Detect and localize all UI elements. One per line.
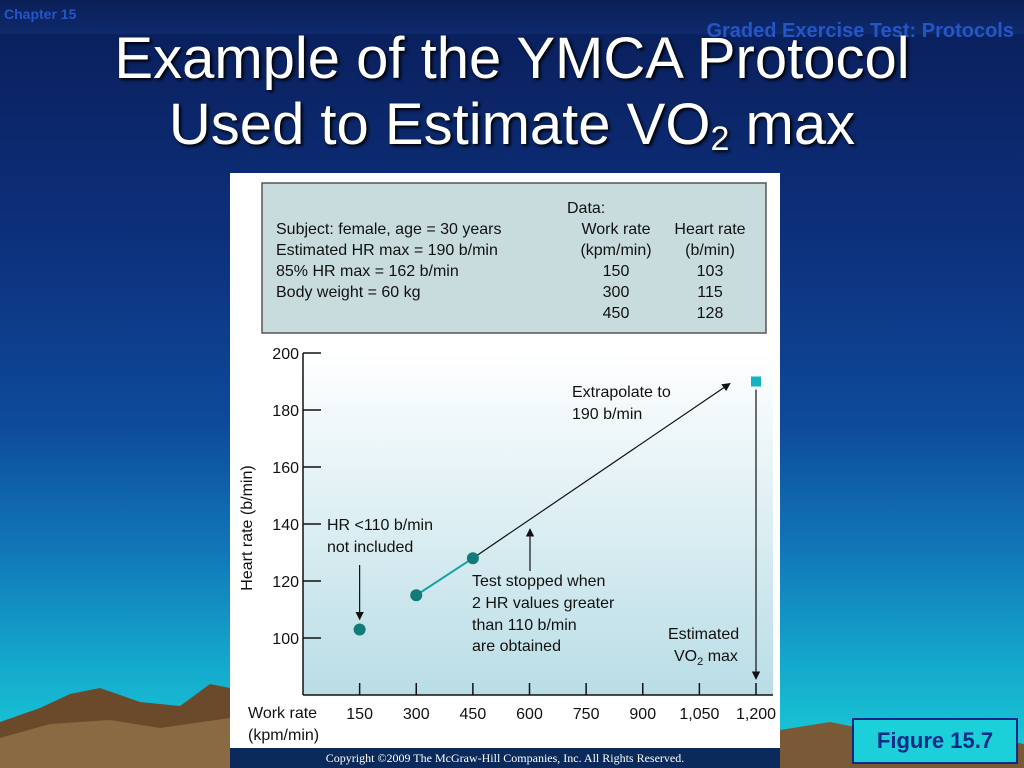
subject-line: 85% HR max = 162 b/min (276, 263, 459, 280)
top-bar: Chapter 15 Graded Exercise Test: Protoco… (0, 0, 1024, 42)
title-subscript: 2 (710, 120, 730, 158)
col-header-work-rate-unit: (kpm/min) (580, 242, 651, 259)
x-tick-label: 1,050 (679, 706, 719, 723)
annotation-stopped: are obtained (472, 638, 561, 655)
col-header-heart-rate-unit: (b/min) (685, 242, 735, 259)
y-tick-label: 160 (272, 460, 299, 477)
title-line-1: Example of the YMCA Protocol (114, 26, 910, 91)
title-line-2: Used to Estimate VO2 max (0, 92, 1024, 172)
copyright-text: Copyright ©2009 The McGraw-Hill Companie… (230, 748, 780, 768)
extrapolation-arrow (472, 383, 731, 559)
table-cell: 450 (603, 305, 630, 322)
col-header-heart-rate: Heart rate (674, 221, 745, 238)
x-tick-label: 450 (460, 706, 487, 723)
subject-line: Body weight = 60 kg (276, 284, 421, 301)
table-cell: 115 (697, 284, 723, 301)
x-tick-label: 600 (516, 706, 543, 723)
data-point (353, 623, 366, 636)
slide-title: Example of the YMCA Protocol Used to Est… (0, 26, 1024, 172)
col-header-work-rate: Work rate (581, 221, 650, 238)
y-tick-label: 180 (272, 403, 299, 420)
annotation-estimated-vo2: VO2 max (674, 648, 738, 668)
data-heading: Data: (567, 200, 605, 217)
annotation-estimated: Estimated (668, 626, 739, 643)
annotation-excluded: HR <110 b/min (327, 517, 433, 534)
figure-panel: Data: Subject: female, age = 30 years Es… (230, 173, 780, 748)
annotation-stopped: 2 HR values greater (472, 595, 615, 612)
mountain-decoration (0, 684, 1024, 768)
table-cell: 128 (697, 305, 724, 322)
x-tick-label: 150 (346, 706, 373, 723)
x-tick-label: 900 (629, 706, 656, 723)
section-label: Graded Exercise Test: Protocols (706, 20, 1014, 42)
subject-line: Subject: female, age = 30 years (276, 221, 501, 238)
y-axis-label: Heart rate (b/min) (239, 465, 256, 590)
title-line-2-end: max (729, 92, 856, 157)
x-tick-label: 300 (403, 706, 430, 723)
annotation-stopped: than 110 b/min (472, 617, 577, 634)
fit-line (415, 557, 474, 597)
annotation-excluded: not included (327, 539, 413, 556)
y-tick-label: 200 (272, 346, 299, 363)
y-tick-label: 100 (272, 631, 299, 648)
chapter-label: Chapter 15 (4, 6, 77, 22)
y-tick-label: 120 (272, 574, 299, 591)
figure-label: Figure 15.7 (852, 718, 1018, 764)
annotation-stopped: Test stopped when (472, 573, 605, 590)
table-cell: 103 (697, 263, 724, 280)
plot-area (303, 353, 773, 695)
chart-svg: Data: Subject: female, age = 30 years Es… (239, 182, 776, 744)
data-point (410, 589, 423, 602)
data-point (466, 552, 479, 565)
title-line-2-main: Used to Estimate VO (168, 92, 711, 157)
x-axis-label: Work rate (248, 705, 317, 722)
x-axis-label-unit: (kpm/min) (248, 727, 319, 744)
table-cell: 150 (603, 263, 630, 280)
x-tick-label: 1,200 (736, 706, 776, 723)
x-tick-label: 750 (573, 706, 600, 723)
data-box (261, 182, 767, 334)
subject-line: Estimated HR max = 190 b/min (276, 242, 498, 259)
annotation-extrapolate: Extrapolate to (572, 384, 671, 401)
annotation-extrapolate: 190 b/min (572, 406, 642, 423)
y-tick-label: 140 (272, 517, 299, 534)
extrapolated-point (751, 376, 761, 387)
table-cell: 300 (603, 284, 630, 301)
